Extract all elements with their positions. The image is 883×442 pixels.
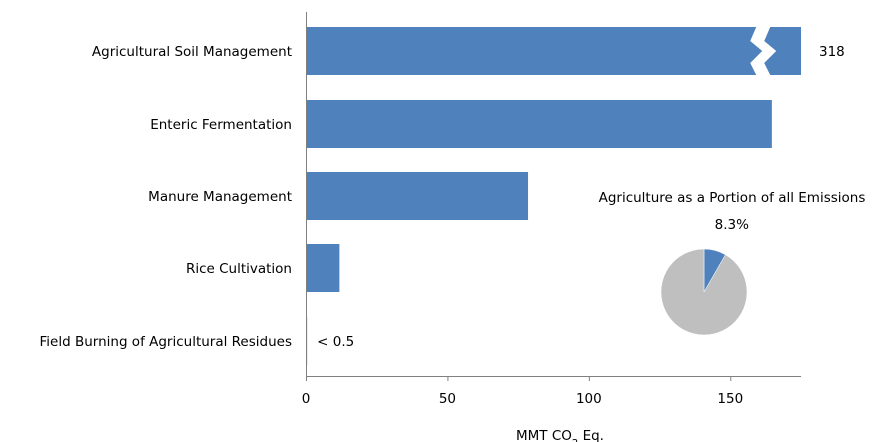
value-label: 318 bbox=[819, 44, 845, 60]
x-tick-label: 50 bbox=[439, 391, 456, 407]
pie-slice bbox=[660, 248, 748, 336]
bars-layer: Agricultural Soil Management 318 Enteric F… bbox=[40, 27, 845, 365]
x-axis-title-suffix: Eq. bbox=[578, 428, 604, 442]
bar bbox=[306, 27, 801, 75]
category-label: Enteric Fermentation bbox=[150, 117, 292, 133]
pie-inset: Agriculture as a Portion of all Emission… bbox=[599, 190, 866, 336]
x-tick-label: 150 bbox=[717, 391, 743, 407]
category-label: Manure Management bbox=[148, 189, 292, 205]
pie-slice-label: 8.3% bbox=[715, 217, 749, 233]
bar bbox=[306, 244, 340, 292]
value-label: < 0.5 bbox=[317, 334, 354, 350]
bar bbox=[306, 100, 772, 148]
category-label: Field Burning of Agricultural Residues bbox=[40, 334, 293, 350]
x-tick-label: 100 bbox=[576, 391, 602, 407]
x-axis-title-main: MMT CO bbox=[516, 428, 572, 442]
category-label: Agricultural Soil Management bbox=[92, 44, 292, 60]
axis-break-mark bbox=[750, 27, 777, 75]
x-tick-label: 0 bbox=[302, 391, 311, 407]
pie-title: Agriculture as a Portion of all Emission… bbox=[599, 190, 866, 206]
x-axis-title: MMT CO2 Eq. bbox=[516, 428, 604, 442]
x-axis-title-subscript: 2 bbox=[572, 438, 578, 442]
bar bbox=[306, 172, 529, 220]
category-label: Rice Cultivation bbox=[186, 261, 292, 277]
x-axis: 0 50 100 150 MMT CO2 Eq. bbox=[302, 12, 801, 442]
